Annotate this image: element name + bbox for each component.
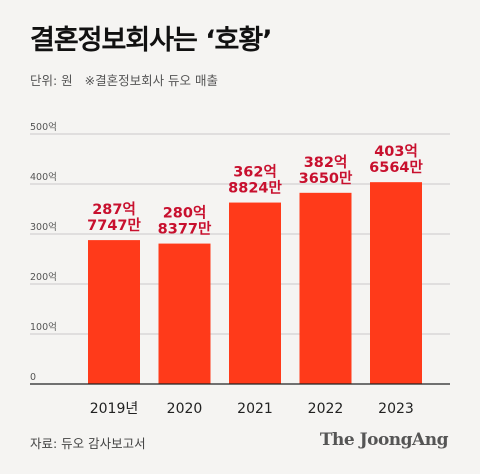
bar xyxy=(370,182,422,384)
source-note: 자료: 듀오 감사보고서 xyxy=(30,436,146,451)
data-label: 287억 xyxy=(92,200,136,218)
unit-label: 단위: 원 xyxy=(30,73,73,88)
bar xyxy=(158,243,211,384)
data-label: 382억 xyxy=(304,153,348,171)
x-tick-label: 2023 xyxy=(378,401,414,417)
x-tick-label: 2022 xyxy=(308,401,344,417)
x-tick-label: 2021 xyxy=(237,401,273,417)
x-tick-label: 2020 xyxy=(167,401,203,417)
chart-note: ※결혼정보회사 듀오 매출 xyxy=(84,73,219,88)
data-label: 280억 xyxy=(163,204,207,222)
y-tick-label: 300억 xyxy=(30,221,57,233)
data-label: 8377만 xyxy=(158,221,212,238)
y-tick-label: 200억 xyxy=(30,271,57,283)
brand-logo: The JoongAng xyxy=(319,430,449,450)
data-label: 362억 xyxy=(233,163,277,181)
data-label: 3650만 xyxy=(299,170,353,187)
data-label: 7747만 xyxy=(87,217,141,234)
bar xyxy=(229,202,281,384)
y-tick-label: 400억 xyxy=(30,171,57,183)
y-tick-label: 500억 xyxy=(30,121,57,133)
y-tick-label: 0 xyxy=(30,372,36,383)
bar xyxy=(88,240,140,384)
x-tick-label: 2019년 xyxy=(90,401,139,417)
data-label: 403억 xyxy=(374,142,418,160)
data-label: 8824만 xyxy=(228,180,282,197)
chart-title: 결혼정보회사는 ‘호황’ xyxy=(30,25,272,56)
subtitle: 단위: 원 ※결혼정보회사 듀오 매출 xyxy=(30,70,218,89)
data-label: 6564만 xyxy=(369,159,423,176)
y-tick-label: 100억 xyxy=(30,321,57,333)
bar xyxy=(299,192,352,384)
